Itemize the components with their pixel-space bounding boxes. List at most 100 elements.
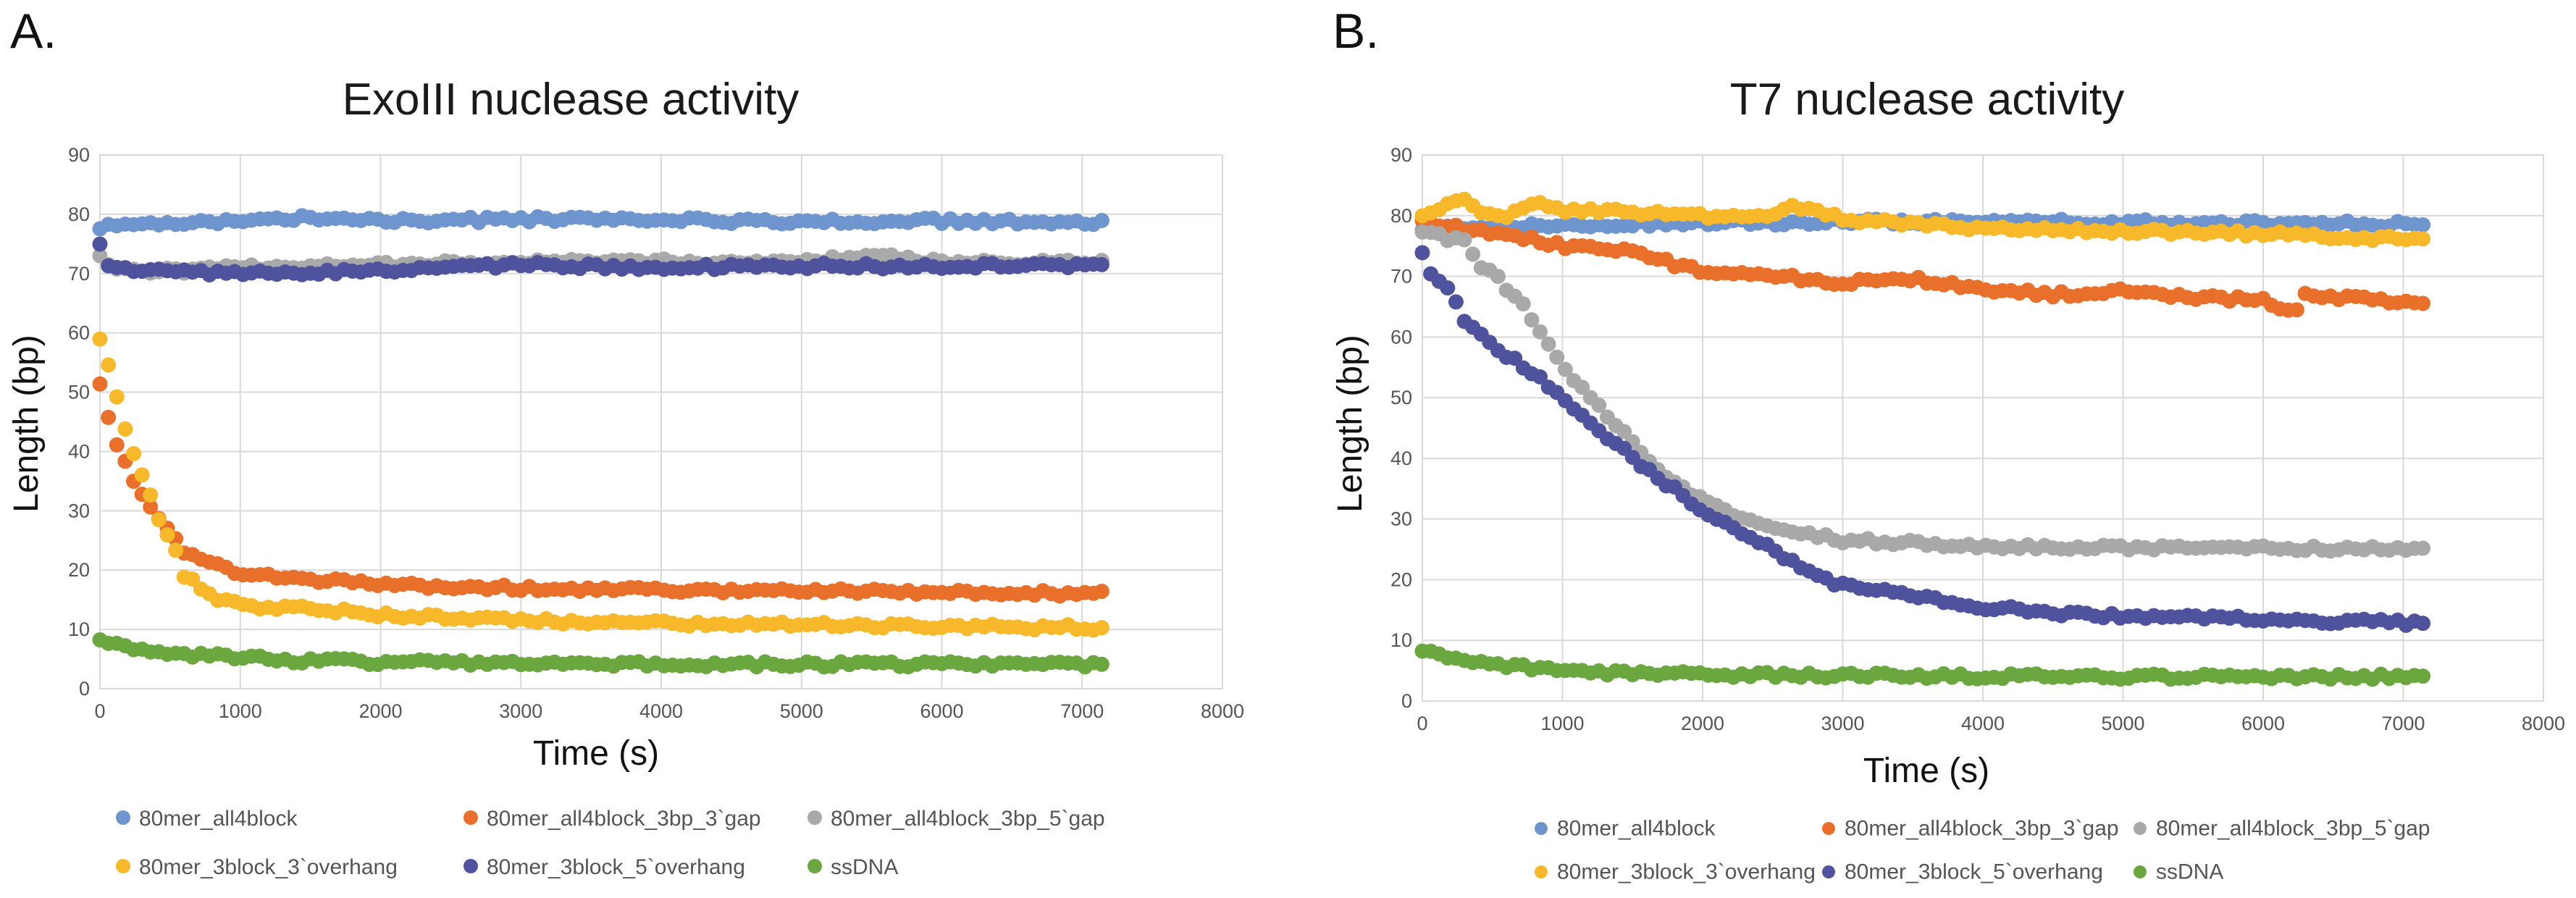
- x-tick-label: 3000: [499, 700, 542, 722]
- y-tick-label: 60: [68, 322, 90, 344]
- data-point: [1574, 379, 1590, 395]
- series-ssDNA: [92, 632, 1109, 675]
- legend-b: 80mer_all4block 80mer_all4block_3bp_3`gap…: [1535, 816, 2430, 884]
- y-tick-label: 30: [68, 500, 90, 521]
- legend-label: 80mer_3block_5`overhang: [1845, 860, 2103, 884]
- legend-label: 80mer_all4block_3bp_5`gap: [831, 807, 1105, 831]
- data-point: [151, 512, 167, 528]
- legend-marker: [1535, 865, 1548, 878]
- data-point: [134, 467, 150, 483]
- x-tick-label: 8000: [2522, 713, 2565, 734]
- legend-marker: [2134, 822, 2147, 835]
- y-tick-label: 20: [68, 559, 90, 581]
- series-80mer_3block_3`overhang: [92, 331, 1109, 638]
- panel-letter-b: B.: [1333, 4, 1379, 59]
- data-point: [2415, 616, 2431, 631]
- series-ssDNA: [1414, 643, 2431, 687]
- x-tick-label: 1000: [219, 700, 262, 722]
- y-tick-label: 30: [1390, 508, 1412, 530]
- data-point: [1414, 245, 1430, 261]
- data-point: [2415, 231, 2431, 247]
- series-80mer_3block_5`overhang: [1414, 245, 2431, 633]
- data-point: [1440, 280, 1456, 296]
- x-axis-label-a: Time (s): [533, 734, 659, 773]
- legend-marker: [463, 859, 478, 873]
- legend-item: ssDNA: [807, 855, 898, 879]
- plot-area-b: 0 10 20 30 40 50 60 70 80 90 0 1000 2000 3000 4000 5000…: [1390, 144, 2565, 734]
- legend-item: 80mer_all4block_3bp_3`gap: [1822, 816, 2119, 840]
- legend-marker: [116, 859, 130, 873]
- legend-item: 80mer_3block_3`overhang: [116, 855, 398, 879]
- legend-item: 80mer_3block_5`overhang: [1822, 860, 2103, 884]
- data-point: [1094, 620, 1109, 636]
- data-point: [101, 357, 117, 373]
- data-point: [1591, 397, 1607, 413]
- y-tick-label: 10: [1390, 629, 1412, 651]
- y-tick-label: 0: [79, 678, 90, 700]
- legend-item: 80mer_3block_5`overhang: [463, 855, 745, 879]
- panel-b: B. T7 nuclease activity 0 10 20 30 40 50 60 70 8…: [1331, 4, 2565, 884]
- data-point: [92, 376, 108, 392]
- data-point: [126, 445, 141, 461]
- data-point: [1094, 212, 1109, 228]
- legend-label: 80mer_all4block_3bp_3`gap: [1845, 816, 2119, 840]
- series-80mer_all4block_3bp_5`gap: [1414, 224, 2431, 559]
- x-tick-label: 7000: [1060, 700, 1104, 722]
- data-point: [1532, 369, 1548, 385]
- data-point: [1532, 324, 1548, 340]
- x-tick-label: 7000: [2381, 713, 2425, 734]
- legend-label: 80mer_3block_3`overhang: [139, 855, 398, 879]
- legend-label: 80mer_all4block: [1557, 816, 1716, 840]
- data-point: [1515, 296, 1531, 312]
- data-point: [1465, 246, 1481, 262]
- legend-label: 80mer_all4block_3bp_5`gap: [2156, 816, 2430, 840]
- x-tick-label: 5000: [2101, 713, 2144, 734]
- data-point: [2415, 540, 2431, 556]
- data-point: [1490, 269, 1506, 285]
- data-point: [109, 389, 125, 405]
- y-tick-label: 90: [68, 144, 90, 166]
- legend-label: ssDNA: [831, 855, 898, 879]
- legend-marker: [1535, 822, 1548, 835]
- data-point: [1456, 232, 1472, 248]
- data-point: [92, 236, 108, 252]
- x-tick-label: 6000: [920, 700, 963, 722]
- legend-label: 80mer_3block_3`overhang: [1557, 860, 1816, 884]
- legend-label: 80mer_all4block: [139, 807, 298, 831]
- legend-marker: [1822, 865, 1835, 878]
- chart-title-b: T7 nuclease activity: [1730, 75, 2124, 125]
- series-80mer_all4block: [92, 208, 1109, 237]
- x-tick-label: 4000: [639, 700, 683, 722]
- data-point: [1549, 349, 1565, 365]
- data-point: [1557, 361, 1573, 377]
- x-tick-label: 6000: [2241, 713, 2285, 734]
- legend-marker: [807, 810, 822, 825]
- data-point: [1616, 424, 1632, 440]
- legend-item: 80mer_all4block_3bp_5`gap: [807, 807, 1105, 831]
- x-tick-label: 2000: [1681, 713, 1724, 734]
- y-axis-label-a: Length (bp): [7, 335, 46, 513]
- data-point: [1524, 312, 1540, 328]
- chart-title-a: ExoIII nuclease activity: [343, 75, 800, 125]
- legend-a: 80mer_all4block 80mer_all4block_3bp_3`gap…: [116, 807, 1105, 879]
- y-tick-label: 80: [68, 203, 90, 225]
- panel-a: A. ExoIII nuclease activity 0 10 20 30 40 50 6…: [7, 4, 1244, 879]
- y-tick-label: 70: [68, 263, 90, 285]
- data-point: [159, 527, 175, 543]
- data-point: [1540, 336, 1556, 352]
- x-tick-label: 0: [94, 700, 105, 722]
- x-tick-label: 3000: [1821, 713, 1864, 734]
- legend-item: 80mer_all4block: [116, 807, 298, 831]
- y-tick-label: 70: [1390, 266, 1412, 288]
- data-point: [92, 331, 108, 347]
- data-point: [143, 487, 159, 503]
- legend-label: 80mer_all4block_3bp_3`gap: [487, 807, 761, 831]
- series-80mer_3block_3`overhang: [1414, 191, 2431, 248]
- series-80mer_all4block_3bp_3`gap: [1414, 213, 2431, 318]
- data-point: [2415, 217, 2431, 232]
- data-point: [2288, 302, 2304, 318]
- y-tick-label: 10: [68, 618, 90, 640]
- data-point: [1094, 656, 1109, 672]
- y-tick-label: 50: [1390, 387, 1412, 408]
- data-point: [185, 571, 201, 587]
